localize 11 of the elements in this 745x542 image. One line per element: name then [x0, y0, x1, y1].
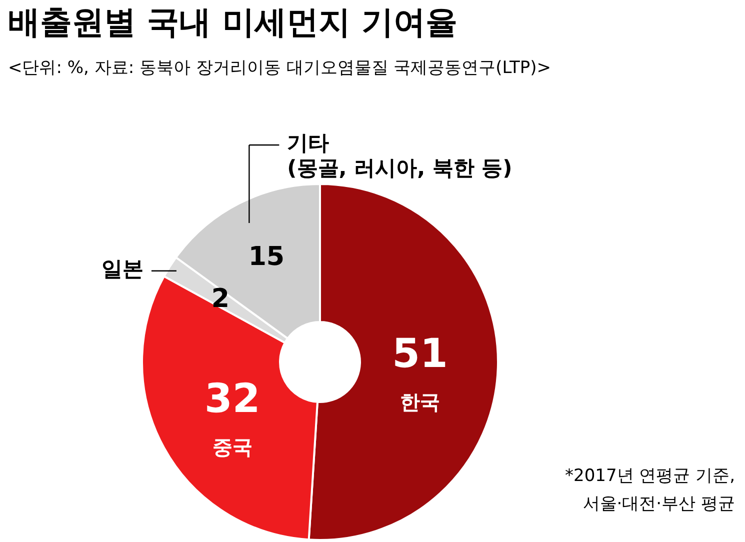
data-label: 32 [204, 376, 260, 422]
slice-label: 일본 [101, 256, 144, 281]
slice-label: 중국 [212, 435, 252, 460]
data-label: 15 [248, 242, 285, 272]
data-label: 2 [211, 284, 230, 314]
chart-subtitle: <단위: %, 자료: 동북아 장거리이동 대기오염물질 국제공동연구(LTP)> [8, 58, 551, 78]
slice-label: 한국 [400, 390, 440, 414]
text: *2017년 연평균 기준, 서울·대전·부산 평균 [565, 466, 735, 514]
slice-label: 기타 (몽골, 러시아, 북한 등) [287, 131, 512, 180]
chart-title: 배출원별 국내 미세먼지 기여율 [8, 3, 458, 41]
data-label: 51 [392, 331, 448, 378]
